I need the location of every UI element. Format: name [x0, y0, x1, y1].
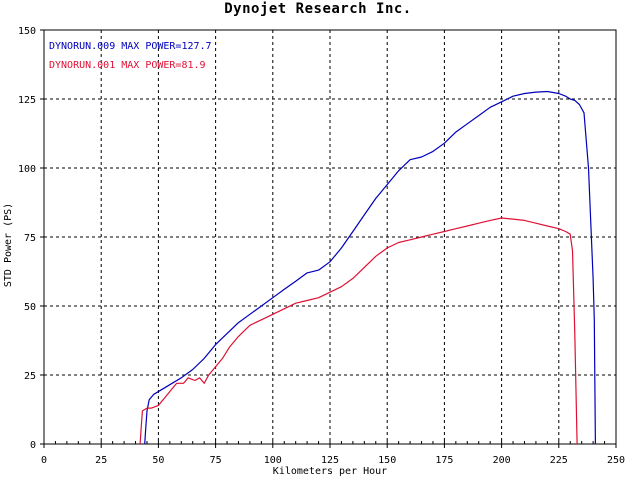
x-tick-label: 150	[378, 455, 396, 466]
x-tick-label: 75	[210, 455, 222, 466]
x-tick-label: 25	[95, 455, 107, 466]
series-line-dynorun-009	[144, 90, 597, 445]
y-tick-label: 150	[18, 26, 36, 37]
legend: DYNORUN.009 MAX POWER=127.7 DYNORUN.001 M…	[49, 41, 212, 71]
x-axis-label: Kilometers per Hour	[273, 466, 387, 477]
chart-title: Dynojet Research Inc.	[224, 1, 412, 17]
y-tick-labels: 0 25 50 75 100 125 150	[18, 26, 36, 451]
axis-ticks	[40, 29, 617, 448]
x-tick-label: 100	[264, 455, 282, 466]
y-tick-label: 100	[18, 164, 36, 175]
x-tick-label: 225	[550, 455, 568, 466]
legend-entry: DYNORUN.009 MAX POWER=127.7	[49, 41, 212, 52]
x-tick-label: 50	[152, 455, 164, 466]
y-tick-label: 125	[18, 95, 36, 106]
x-tick-label: 0	[41, 455, 47, 466]
x-tick-label: 250	[607, 455, 625, 466]
x-tick-label: 125	[321, 455, 339, 466]
x-tick-label: 175	[435, 455, 453, 466]
y-tick-label: 50	[24, 302, 36, 313]
y-axis-label: STD Power (PS)	[3, 203, 14, 287]
y-tick-label: 0	[30, 440, 36, 451]
x-tick-labels: 0 25 50 75 100 125 150 175 200 225 250	[41, 455, 625, 466]
y-tick-label: 25	[24, 371, 36, 382]
series-line-dynorun-001	[139, 217, 578, 445]
legend-entry: DYNORUN.001 MAX POWER=81.9	[49, 60, 206, 71]
grid-lines	[44, 30, 616, 444]
x-tick-label: 200	[493, 455, 511, 466]
series-lines	[139, 90, 597, 445]
y-tick-label: 75	[24, 233, 36, 244]
